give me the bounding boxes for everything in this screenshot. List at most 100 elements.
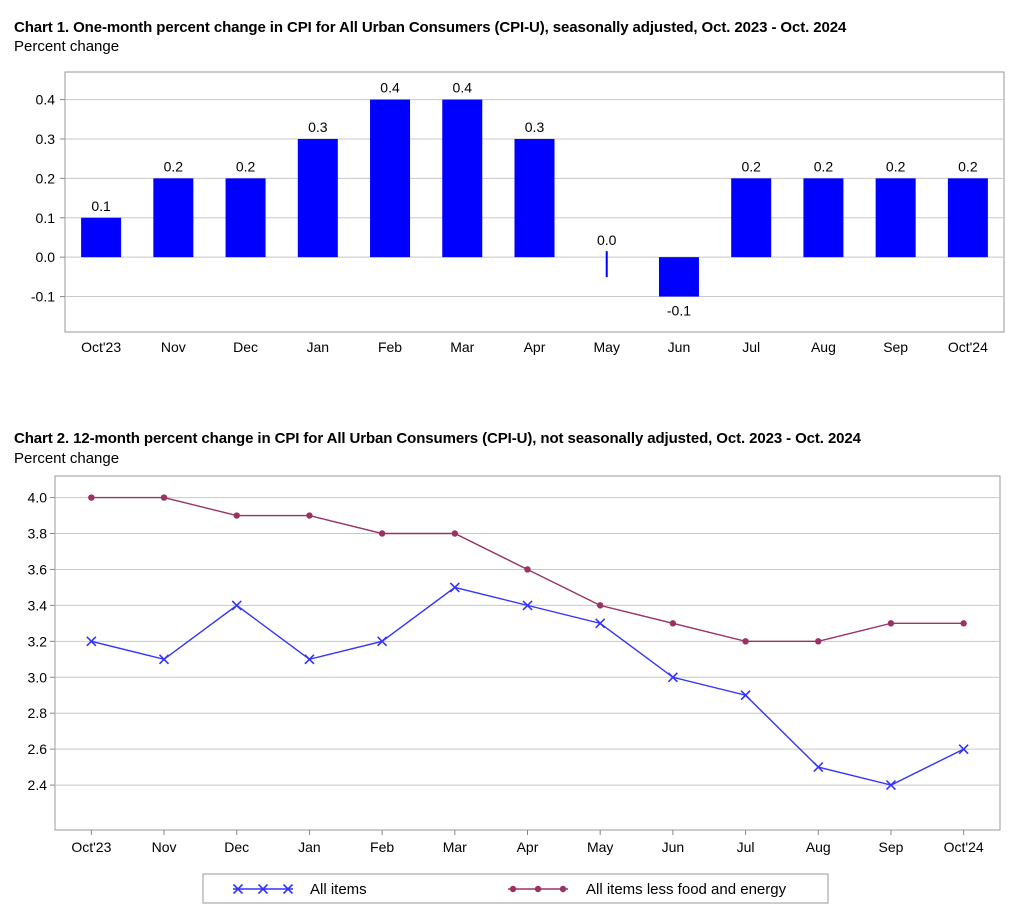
chart1-xtick-label: Mar [450, 339, 474, 355]
chart2-point-series2 [524, 566, 531, 573]
chart2-xtick-label: Feb [370, 839, 394, 855]
chart2-point-series1 [377, 636, 388, 647]
chart1-xtick-label: Oct'24 [948, 339, 988, 355]
legend-label-all-items: All items [310, 881, 367, 898]
chart1-title: Chart 1. One-month percent change in CPI… [14, 19, 847, 36]
chart1-ytick-label: 0.0 [36, 249, 56, 265]
chart1-data-label: 0.4 [453, 80, 473, 96]
chart1-ytick-label: 0.4 [36, 92, 56, 108]
chart1-data-label: 0.3 [308, 119, 328, 135]
chart1-bar [297, 138, 338, 258]
chart1-data-label: 0.0 [597, 232, 617, 248]
chart2-ylabel: Percent change [14, 450, 120, 467]
chart2-xtick-label: Nov [152, 839, 177, 855]
chart1-bar [153, 178, 194, 258]
chart1-data-label: 0.2 [741, 158, 761, 174]
chart2-point-series1 [740, 690, 751, 701]
chart2-point-series1 [522, 600, 533, 611]
chart2-xtick-label: May [587, 839, 613, 855]
chart1-xtick-label: May [594, 339, 620, 355]
chart1-xtick-label: Jul [742, 339, 760, 355]
chart2-xtick-label: Sep [879, 839, 904, 855]
legend-marker-all-items [257, 883, 269, 895]
legend-marker-core [509, 885, 517, 893]
chart2-point-series2 [669, 620, 677, 627]
chart1-xtick-label: Jan [307, 339, 330, 355]
chart1-xtick-label: Jun [668, 339, 691, 355]
chart2-xtick-label: Apr [517, 839, 539, 855]
chart1-xtick-label: Aug [811, 339, 836, 355]
chart2-ytick-label: 2.6 [28, 741, 48, 757]
chart1-xtick-label: Apr [524, 339, 546, 355]
chart2-point-series1 [449, 582, 460, 593]
chart1-xtick-label: Sep [883, 339, 908, 355]
chart1-data-label: 0.2 [236, 158, 256, 174]
chart1-bar [731, 178, 772, 258]
chart2-ytick-label: 3.0 [28, 669, 48, 685]
chart1-xtick-label: Dec [233, 339, 258, 355]
chart2-xtick-label: Dec [224, 839, 249, 855]
chart2-title: Chart 2. 12-month percent change in CPI … [14, 430, 861, 447]
chart2-ytick-label: 2.4 [28, 777, 48, 793]
chart2-point-series2 [596, 602, 604, 609]
chart2-point-series2 [960, 620, 967, 627]
chart2-point-series1 [231, 600, 242, 611]
chart1-ytick-label: 0.3 [36, 131, 56, 147]
chart2-point-series2 [887, 620, 895, 627]
chart1-bar [81, 217, 122, 258]
chart2-ytick-label: 3.4 [28, 597, 48, 613]
chart1-data-label: 0.3 [525, 119, 545, 135]
chart1-data-label: 0.4 [380, 80, 400, 96]
chart1-bar [442, 99, 483, 258]
chart1-ylabel: Percent change [14, 38, 120, 55]
legend-label-core: All items less food and energy [586, 881, 787, 898]
chart2-point-series2 [378, 530, 386, 537]
chart2-plot-area [54, 475, 1001, 831]
chart2-xtick-label: Oct'24 [944, 839, 984, 855]
chart1-bar [370, 99, 411, 258]
chart2-point-series1 [667, 672, 678, 683]
chart2-point-series1 [86, 636, 97, 647]
chart1-data-label: -0.1 [667, 303, 691, 319]
chart1-bar [225, 178, 266, 258]
chart2-point-series1 [158, 654, 170, 665]
chart1-data-label: 0.2 [164, 158, 184, 174]
legend-marker-all-items [282, 883, 294, 895]
chart1-xtick-label: Feb [378, 339, 402, 355]
chart2-point-series2 [815, 638, 822, 645]
chart2-point-series2 [160, 494, 168, 501]
chart2-ytick-label: 3.2 [28, 633, 48, 649]
chart2-point-series1 [958, 744, 969, 755]
chart1-bar [947, 178, 988, 258]
chart1-bar [658, 257, 699, 297]
chart2-point-series1 [595, 618, 606, 629]
chart1-xtick-label: Oct'23 [81, 339, 121, 355]
chart2-point-series1 [885, 780, 897, 791]
chart2-point-series2 [742, 638, 749, 645]
chart1-ytick-label: -0.1 [31, 289, 55, 305]
chart2-ytick-label: 3.8 [28, 526, 48, 542]
chart2-xtick-label: Jan [298, 839, 321, 855]
chart2-point-series2 [306, 512, 313, 519]
chart2-xtick-label: Aug [806, 839, 831, 855]
chart2-xtick-label: Jun [662, 839, 685, 855]
chart1-ytick-label: 0.1 [36, 210, 56, 226]
chart1-ytick-label: 0.2 [36, 170, 56, 186]
chart1-bar [803, 178, 844, 258]
chart1-data-label: 0.2 [958, 158, 978, 174]
chart1-data-label: 0.2 [886, 158, 906, 174]
chart2-xtick-label: Jul [737, 839, 755, 855]
chart1-data-label: 0.1 [91, 198, 111, 214]
chart2-xtick-label: Oct'23 [71, 839, 111, 855]
chart2-ytick-label: 3.6 [28, 561, 48, 577]
chart1-bar [875, 178, 916, 258]
chart1-bar [514, 138, 555, 258]
chart2-point-series1 [304, 654, 315, 665]
legend-marker-all-items [232, 883, 244, 895]
chart2-ytick-label: 4.0 [28, 490, 48, 506]
chart2-ytick-label: 2.8 [28, 705, 48, 721]
chart2-point-series1 [813, 762, 824, 773]
chart2-point-series2 [88, 494, 95, 501]
chart1-xtick-label: Nov [161, 339, 186, 355]
